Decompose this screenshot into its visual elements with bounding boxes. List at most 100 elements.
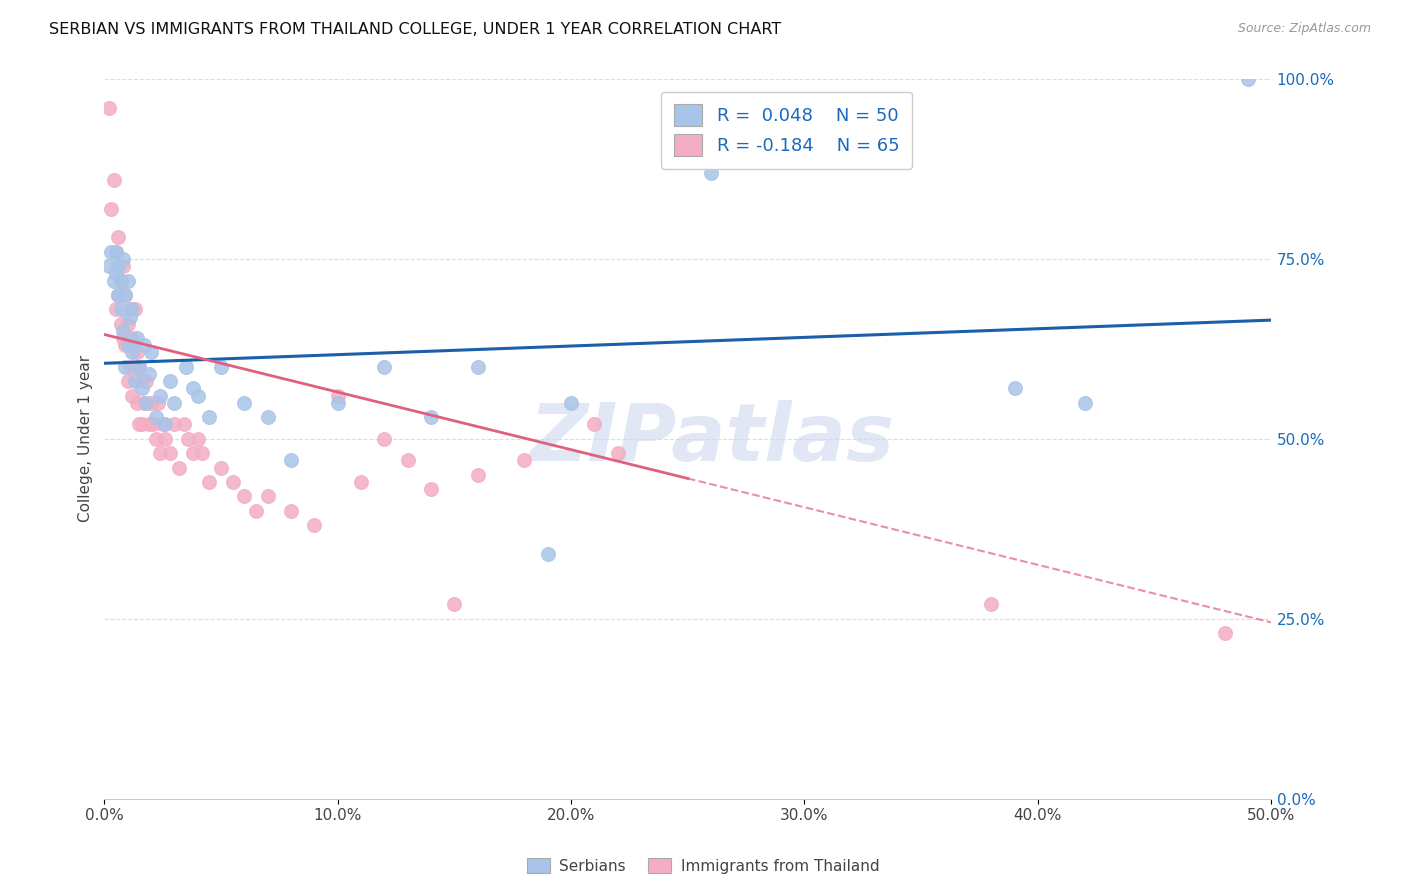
- Point: [153, 417, 176, 432]
- Point: [112, 324, 135, 338]
- Point: [326, 396, 349, 410]
- Point: [146, 396, 169, 410]
- Point: [117, 317, 139, 331]
- Point: [256, 490, 278, 504]
- Point: [135, 396, 157, 410]
- Point: [125, 331, 148, 345]
- Point: [103, 273, 125, 287]
- Point: [135, 374, 157, 388]
- Point: [606, 446, 628, 460]
- Point: [256, 410, 278, 425]
- Point: [124, 302, 146, 317]
- Point: [128, 359, 150, 374]
- Point: [121, 302, 143, 317]
- Point: [1237, 72, 1260, 87]
- Point: [152, 417, 174, 432]
- Point: [142, 417, 165, 432]
- Point: [118, 302, 141, 317]
- Point: [181, 446, 204, 460]
- Point: [131, 417, 153, 432]
- Point: [103, 173, 125, 187]
- Point: [121, 389, 143, 403]
- Point: [112, 252, 135, 266]
- Point: [537, 547, 560, 561]
- Point: [117, 273, 139, 287]
- Point: [181, 382, 204, 396]
- Point: [128, 359, 150, 374]
- Point: [138, 367, 160, 381]
- Point: [747, 144, 769, 158]
- Point: [209, 359, 232, 374]
- Point: [107, 230, 129, 244]
- Point: [125, 345, 148, 359]
- Point: [583, 417, 606, 432]
- Point: [98, 101, 121, 115]
- Point: [467, 359, 489, 374]
- Point: [132, 396, 155, 410]
- Point: [107, 288, 129, 302]
- Point: [513, 453, 536, 467]
- Legend: R =  0.048    N = 50, R = -0.184    N = 65: R = 0.048 N = 50, R = -0.184 N = 65: [661, 92, 912, 169]
- Point: [373, 432, 395, 446]
- Point: [396, 453, 419, 467]
- Point: [105, 244, 128, 259]
- Point: [105, 266, 128, 280]
- Point: [105, 302, 128, 317]
- Point: [245, 504, 267, 518]
- Point: [131, 374, 153, 388]
- Point: [1004, 382, 1026, 396]
- Point: [350, 475, 373, 489]
- Point: [159, 446, 181, 460]
- Point: [138, 417, 160, 432]
- Point: [145, 410, 167, 425]
- Point: [326, 389, 349, 403]
- Point: [125, 396, 148, 410]
- Point: [114, 288, 136, 302]
- Point: [107, 288, 129, 302]
- Point: [153, 432, 176, 446]
- Point: [117, 338, 139, 352]
- Point: [163, 396, 186, 410]
- Point: [100, 244, 122, 259]
- Point: [159, 374, 181, 388]
- Point: [114, 359, 136, 374]
- Point: [1213, 626, 1236, 640]
- Point: [121, 345, 143, 359]
- Point: [98, 259, 121, 273]
- Point: [100, 202, 122, 216]
- Point: [191, 446, 214, 460]
- Point: [304, 518, 326, 533]
- Point: [233, 396, 256, 410]
- Point: [112, 259, 135, 273]
- Point: [163, 417, 186, 432]
- Point: [117, 374, 139, 388]
- Text: SERBIAN VS IMMIGRANTS FROM THAILAND COLLEGE, UNDER 1 YEAR CORRELATION CHART: SERBIAN VS IMMIGRANTS FROM THAILAND COLL…: [49, 22, 782, 37]
- Point: [209, 460, 232, 475]
- Point: [114, 288, 136, 302]
- Point: [145, 432, 167, 446]
- Point: [167, 460, 190, 475]
- Point: [280, 453, 302, 467]
- Point: [128, 417, 150, 432]
- Point: [187, 389, 209, 403]
- Point: [700, 165, 723, 179]
- Text: Source: ZipAtlas.com: Source: ZipAtlas.com: [1237, 22, 1371, 36]
- Point: [980, 598, 1002, 612]
- Point: [107, 259, 129, 273]
- Point: [420, 482, 443, 496]
- Point: [110, 273, 132, 287]
- Point: [105, 244, 128, 259]
- Point: [187, 432, 209, 446]
- Point: [1073, 396, 1095, 410]
- Text: ZIPatlas: ZIPatlas: [529, 400, 894, 478]
- Point: [124, 359, 146, 374]
- Point: [139, 396, 162, 410]
- Point: [124, 374, 146, 388]
- Point: [420, 410, 443, 425]
- Point: [112, 331, 135, 345]
- Point: [118, 359, 141, 374]
- Point: [110, 273, 132, 287]
- Point: [280, 504, 302, 518]
- Point: [443, 598, 465, 612]
- Point: [177, 432, 200, 446]
